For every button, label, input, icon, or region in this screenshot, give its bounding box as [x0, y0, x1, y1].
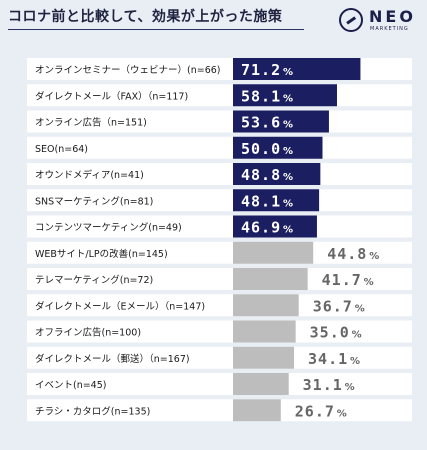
row-background [27, 346, 412, 369]
data-label-unit: % [283, 225, 293, 236]
row-background [27, 399, 412, 422]
data-label-unit: % [337, 408, 347, 419]
category-label: オンラインセミナー（ウェビナー）(n=66) [35, 64, 220, 76]
data-label: 26.7 [295, 402, 335, 420]
brand-mark-icon [339, 8, 363, 32]
data-label: 58.1 [241, 87, 281, 105]
category-label: ダイレクトメール（郵送）（n=167) [35, 353, 190, 365]
category-label: ダイレクトメール（Eメール）（n=147) [35, 300, 205, 312]
bar [233, 241, 314, 264]
bar [233, 399, 281, 422]
data-label-unit: % [350, 356, 360, 367]
data-label: 35.0 [310, 324, 350, 342]
category-label: コンテンツマーケティング(n=49) [35, 222, 182, 234]
category-label: オンライン広告（n=151) [35, 117, 147, 129]
data-label-unit: % [364, 277, 374, 288]
data-label-unit: % [283, 120, 293, 131]
data-label-unit: % [352, 330, 362, 341]
brand-logo: NEO MARKETING [339, 7, 413, 36]
data-label-unit: % [369, 251, 379, 262]
category-label: SEO(n=64) [35, 144, 88, 155]
bar [233, 84, 337, 107]
data-label: 53.6 [241, 114, 281, 132]
row-background [27, 294, 412, 317]
data-label-unit: % [283, 172, 293, 183]
category-label: テレマーケティング(n=72) [35, 274, 153, 286]
bar [233, 268, 308, 290]
data-label: 50.0 [241, 140, 281, 158]
category-label: SNSマーケティング(n=81) [35, 195, 153, 207]
brand-name: NEO [369, 7, 416, 26]
data-label-unit: % [283, 67, 293, 78]
bar [233, 215, 317, 238]
data-label: 71.2 [241, 61, 281, 79]
bar [233, 58, 361, 80]
data-label: 36.7 [313, 297, 353, 315]
row-background [27, 373, 412, 395]
row-background [27, 268, 412, 290]
data-label: 41.7 [322, 271, 362, 289]
category-label: チラシ・カタログ(n=135) [35, 405, 150, 417]
data-label: 31.1 [303, 376, 343, 394]
data-label-unit: % [283, 146, 293, 157]
data-label: 44.8 [327, 245, 367, 263]
chart-title: コロナ前と比較して、効果が上がった施策 [8, 9, 283, 25]
bar [233, 136, 323, 159]
data-label: 34.1 [308, 350, 348, 368]
category-label: オウンドメディア(n=41) [35, 169, 144, 181]
bar [233, 346, 295, 369]
bar [233, 110, 329, 133]
data-label: 48.8 [241, 166, 281, 184]
category-label: イベント(n=45) [35, 380, 106, 391]
row-background [27, 320, 412, 343]
bar [233, 373, 289, 395]
data-label-unit: % [355, 303, 365, 314]
bar [233, 189, 320, 212]
row-background [27, 241, 412, 264]
data-label-unit: % [345, 382, 355, 393]
data-label-unit: % [283, 198, 293, 209]
data-label-unit: % [283, 93, 293, 104]
bar [233, 294, 299, 317]
category-label: WEBサイト/LPの改善(n=145) [35, 248, 168, 260]
data-label: 46.9 [241, 219, 281, 237]
brand-subtitle: MARKETING [370, 26, 409, 32]
title-underline [8, 29, 304, 30]
data-label: 48.1 [241, 192, 281, 210]
category-label: ダイレクトメール（FAX）（n=117) [35, 90, 188, 102]
category-label: オフライン広告(n=100) [35, 327, 141, 339]
bar [233, 320, 296, 343]
bar [233, 163, 321, 185]
